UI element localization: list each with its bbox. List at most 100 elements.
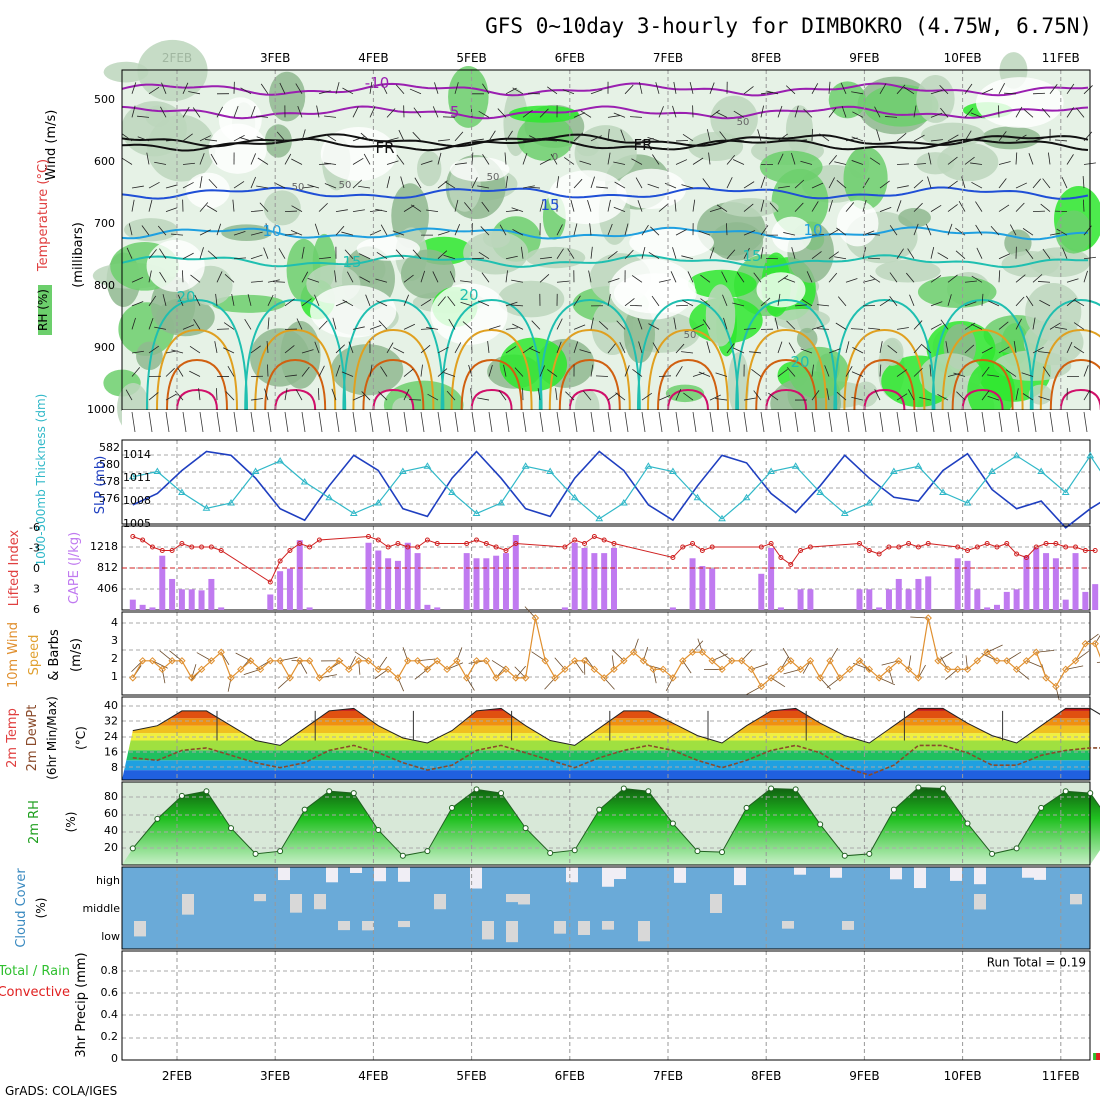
wind-barb <box>583 390 592 401</box>
wind-barb <box>689 82 694 94</box>
wind-barb <box>361 391 371 401</box>
isotherm-arc <box>667 388 709 411</box>
wind-barb <box>256 115 269 118</box>
wind-speed-point <box>138 657 147 665</box>
wind-speed-point <box>796 665 805 674</box>
rh-contour-fill <box>121 101 187 157</box>
wind-barb <box>154 161 167 165</box>
wind-barb <box>547 369 558 377</box>
li-point <box>140 537 146 543</box>
wind-barb <box>743 397 756 401</box>
wind-barb <box>937 394 949 401</box>
thickness-point <box>202 504 211 511</box>
wind-barb <box>157 225 167 236</box>
wind-barb <box>359 276 371 283</box>
wind-barb <box>981 346 993 354</box>
wind-barb <box>352 179 363 189</box>
wind-barb <box>471 257 485 260</box>
wind-barb <box>189 345 201 354</box>
wind-barb <box>545 139 558 142</box>
wind-barb <box>267 279 280 283</box>
li-tick: 6 <box>33 603 40 616</box>
temp-unit-label: (°C) <box>74 726 88 750</box>
wind-barb <box>487 340 490 354</box>
rh-point <box>203 788 210 795</box>
wind-barb <box>760 225 769 236</box>
wind-barb <box>726 155 736 165</box>
wind-barb <box>852 346 864 354</box>
rh-axis-label: RH (%) <box>36 289 50 331</box>
wind-barb <box>925 223 932 236</box>
precip-panel: 0.8 0.6 0.4 0.2 0 Run Total = 0.19 Total / Rai… <box>0 950 1100 1065</box>
isotherm-label: FR <box>375 139 394 157</box>
wind-barb <box>358 185 371 189</box>
date-label-top: 6FEB <box>555 51 585 65</box>
wind-barb <box>937 651 953 662</box>
wind-barb <box>1083 365 1089 377</box>
wind-barb <box>878 677 896 686</box>
wind-barb <box>376 300 388 307</box>
surface-barb <box>845 411 850 433</box>
wind-speed-point <box>1022 657 1031 665</box>
wind-barb <box>573 324 586 330</box>
wind-barb <box>687 271 694 283</box>
wind-barb <box>232 199 235 212</box>
wind-barb <box>403 323 416 330</box>
chart-title: GFS 0~10day 3-hourly for DIMBOKRO (4.75W… <box>485 14 1092 38</box>
wind-barb <box>607 115 620 118</box>
wind-barb <box>624 84 634 95</box>
wind-barb <box>692 323 704 330</box>
wind-speed-point <box>237 665 245 674</box>
wind-barb <box>573 132 584 142</box>
wind-barb <box>482 154 490 165</box>
li-axis-label: Lifted Index <box>7 529 22 606</box>
surface-barb <box>352 411 357 433</box>
slp-tick: 1005 <box>123 517 151 530</box>
wind-barb <box>675 366 683 377</box>
wind-speed-point <box>620 657 628 665</box>
wind-barb <box>746 686 762 695</box>
wind-barb <box>131 367 141 377</box>
wind-barb <box>811 234 825 236</box>
wind-barb <box>482 83 490 95</box>
wind-barb <box>380 224 388 236</box>
surface-barb <box>369 411 374 433</box>
wind-barb <box>1022 228 1034 236</box>
wind-barb <box>165 139 178 142</box>
wind-barb <box>579 160 592 165</box>
li-point <box>876 551 882 557</box>
rh-contour-fill <box>136 341 163 371</box>
date-label-top: 9FEB <box>849 51 879 65</box>
li-point <box>483 541 489 546</box>
date-label-bottom: 9FEB <box>849 1069 879 1083</box>
wind-barb <box>233 105 239 118</box>
rh-area <box>122 787 1100 865</box>
wind-barb <box>598 320 609 330</box>
cloud-gap <box>974 867 986 885</box>
wind-barb <box>760 91 773 95</box>
wind-barb <box>505 270 508 283</box>
wind-barb <box>1039 299 1051 307</box>
date-label-bottom: 11FEB <box>1042 1069 1080 1083</box>
wind-barb <box>887 345 898 354</box>
cloud-gap <box>734 867 746 886</box>
wind-barb <box>953 372 966 377</box>
wind-barb <box>945 669 958 680</box>
wind-barb <box>631 275 643 283</box>
wind-barb <box>199 153 205 165</box>
wind-barb <box>539 158 551 165</box>
wind-speed-point <box>728 657 736 665</box>
wind-barb <box>137 115 150 118</box>
rh-contour-fill <box>687 269 757 299</box>
cloud-gap <box>614 867 626 880</box>
wind-barb <box>826 388 830 401</box>
li-point <box>925 541 931 546</box>
wind-barb <box>811 128 813 141</box>
li-point <box>218 548 224 553</box>
thickness-point <box>644 462 653 469</box>
wind-speed-point <box>914 674 923 682</box>
wind-barb <box>580 110 592 118</box>
wind-barb <box>1049 232 1062 236</box>
wind-barb <box>751 368 762 377</box>
wind-barb <box>505 176 508 189</box>
